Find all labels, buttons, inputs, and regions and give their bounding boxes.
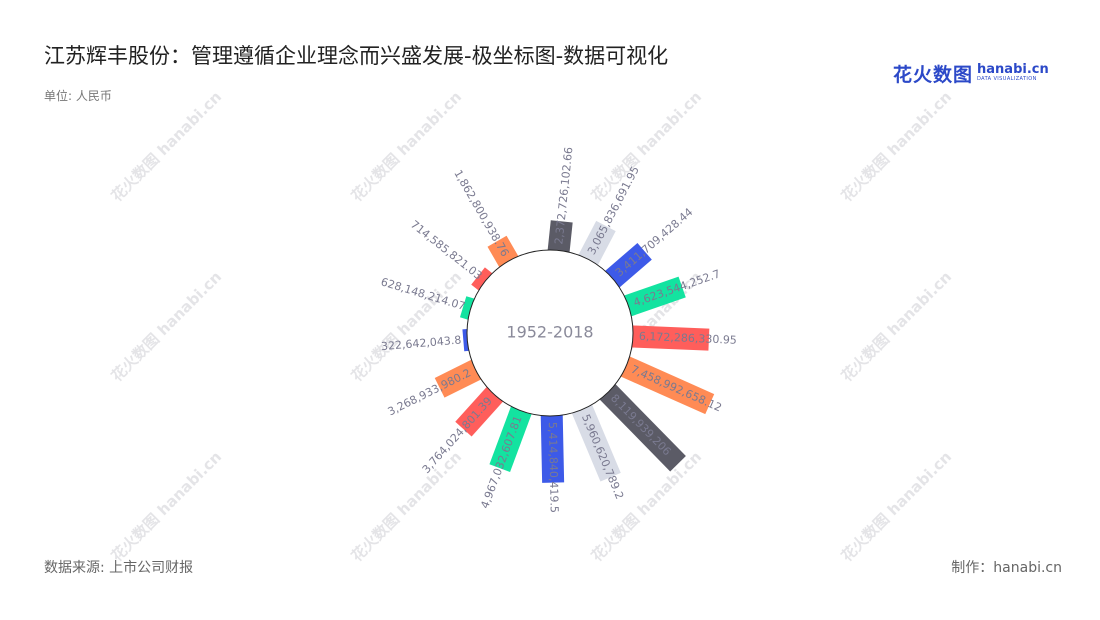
bar-label-5: 6,172,286,330.95 [639, 330, 737, 347]
bar-9 [540, 413, 565, 483]
hanabi-logo: 花火数图 hanabi.cn DATA VISUALIZATION [893, 60, 1049, 86]
bar-label-16: 1,862,800,938.76 [451, 168, 511, 259]
bar-5 [630, 325, 710, 351]
bar-3 [604, 242, 652, 289]
bar-7 [598, 383, 686, 472]
bar-2 [577, 220, 616, 267]
logo-cn-text: 花火数图 [893, 63, 974, 86]
watermark-5: 花火数图 hanabi.cn [108, 268, 225, 385]
watermark-9: 花火数图 hanabi.cn [108, 448, 225, 565]
bars-layer [434, 220, 715, 483]
bar-10 [489, 405, 533, 472]
bar-14 [459, 296, 476, 321]
watermark-4: 花火数图 hanabi.cn [838, 88, 955, 205]
center-circle [466, 249, 634, 417]
bar-label-1: 2,372,726,102.66 [552, 146, 575, 245]
maker-credit: 制作：hanabi.cn [951, 560, 1062, 576]
bar-8 [571, 403, 621, 482]
bar-label-8: 5,960,620,789.2 [579, 412, 626, 501]
bar-1 [547, 220, 573, 254]
bar-label-3: 3,411,709,428.44 [613, 206, 696, 280]
bar-15 [471, 267, 494, 292]
watermark-3: 花火数图 hanabi.cn [588, 88, 705, 205]
logo-en-block: hanabi.cn DATA VISUALIZATION [977, 63, 1049, 83]
bar-label-10: 4,967,032,607.81 [478, 414, 524, 510]
bar-label-7: 8,119,939,206 [608, 392, 674, 459]
bar-12 [434, 359, 483, 398]
watermark-1: 花火数图 hanabi.cn [108, 88, 225, 205]
watermark-8: 花火数图 hanabi.cn [838, 268, 955, 385]
data-source: 数据来源: 上市公司财报 [44, 560, 194, 576]
center-label: 1952-2018 [506, 323, 593, 342]
bar-label-12: 3,268,933,980.2 [386, 366, 473, 418]
watermark-2: 花火数图 hanabi.cn [348, 88, 465, 205]
bar-11 [455, 385, 504, 437]
chart-title: 江苏辉丰股份：管理遵循企业理念而兴盛发展-极坐标图-数据可视化 [44, 44, 669, 68]
logo-en-subtext: DATA VISUALIZATION [977, 76, 1037, 82]
bar-label-6: 7,458,992,658.12 [629, 363, 724, 415]
bar-4 [622, 276, 686, 317]
bar-6 [619, 355, 715, 415]
bar-label-9: 5,414,840,419.5 [546, 422, 561, 513]
watermark-12: 花火数图 hanabi.cn [838, 448, 955, 565]
unit-label: 单位: 人民币 [44, 89, 112, 103]
logo-en-text: hanabi.cn [977, 62, 1049, 77]
watermark-10: 花火数图 hanabi.cn [348, 448, 465, 565]
